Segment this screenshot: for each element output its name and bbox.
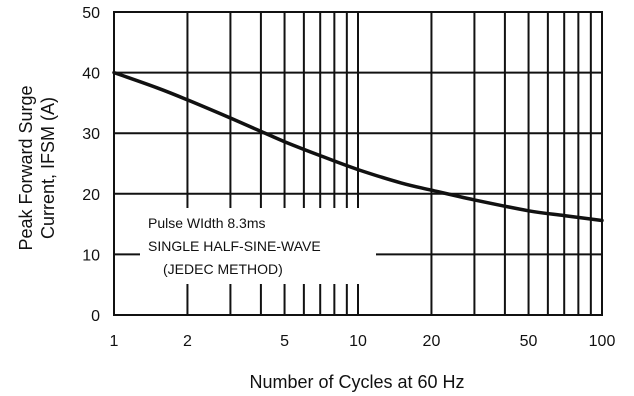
y-tick-label: 40 — [82, 66, 100, 83]
y-tick-label: 20 — [82, 187, 100, 204]
annotation-line-jedec: (JEDEC METHOD) — [163, 261, 283, 277]
y-tick-label: 30 — [82, 126, 100, 143]
plot-frame — [113, 11, 603, 316]
x-tick-label: 20 — [423, 333, 441, 350]
x-tick-label: 2 — [183, 333, 192, 350]
y-axis-title-line-2: Current, IFSM (A) — [38, 97, 58, 239]
annotation-line-half-sine: SINGLE HALF-SINE-WAVE — [148, 238, 321, 254]
surge-current-curve — [112, 70, 604, 223]
x-tick-label: 100 — [589, 333, 616, 350]
y-tick-label: 10 — [82, 247, 100, 264]
x-axis-title: Number of Cycles at 60 Hz — [249, 372, 464, 392]
x-tick-label: 1 — [110, 333, 119, 350]
y-tick-labels: 0 10 20 30 40 50 — [82, 5, 100, 325]
x-tick-labels: 1 2 5 10 20 50 100 — [110, 333, 616, 350]
x-tick-label: 10 — [349, 333, 367, 350]
annotation-background — [140, 208, 376, 284]
x-tick-label: 50 — [520, 333, 538, 350]
y-tick-label: 0 — [91, 308, 100, 325]
x-tick-label: 5 — [280, 333, 289, 350]
annotation-line-pulse-width: Pulse WIdth 8.3ms — [148, 215, 266, 231]
series-layer — [112, 70, 604, 223]
y-axis-title-line-1: Peak Forward Surge — [16, 85, 36, 250]
y-tick-label: 50 — [82, 5, 100, 22]
